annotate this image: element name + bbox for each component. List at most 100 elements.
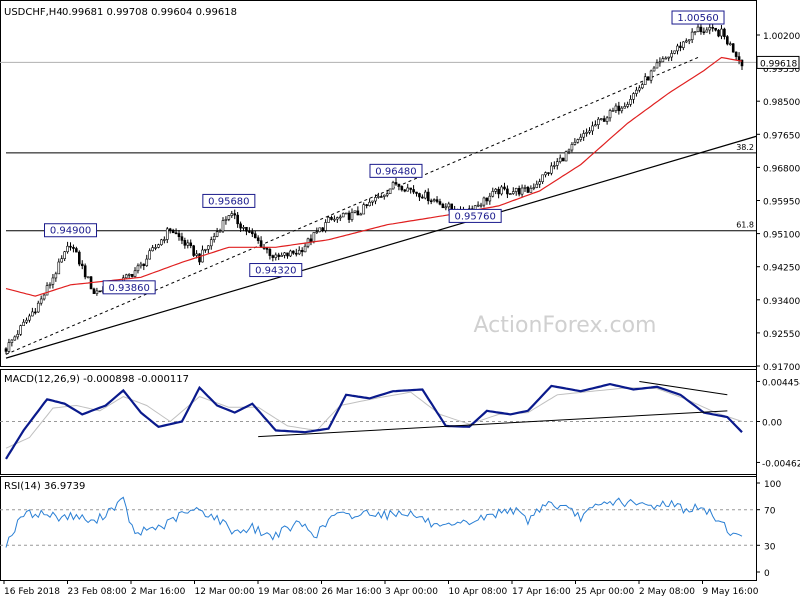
candle [303, 242, 307, 253]
price-annotation: 0.95760 [448, 208, 502, 223]
candle [48, 282, 52, 289]
candle-body [10, 339, 14, 343]
candle [34, 308, 37, 315]
candle-body [641, 84, 644, 89]
candle-body [591, 125, 594, 132]
candle-body [558, 157, 562, 162]
candle-body [532, 187, 536, 189]
candle [189, 239, 193, 249]
candle [520, 184, 524, 198]
candle-body [321, 227, 324, 231]
candle-body [365, 204, 368, 207]
candle-body [233, 213, 237, 216]
candle [333, 215, 336, 223]
candle [567, 148, 571, 155]
candle-body [154, 247, 157, 249]
annotation-label: 1.00560 [677, 13, 718, 24]
candle [171, 228, 175, 234]
candle [286, 252, 289, 259]
candle [684, 38, 688, 44]
candle-body [83, 265, 87, 278]
candle [177, 230, 181, 241]
candle-body [391, 182, 395, 190]
candle [494, 187, 497, 195]
chart-header-symbol: USDCHF,H4 [4, 7, 63, 18]
candle-body [661, 58, 665, 63]
candle-body [324, 222, 327, 231]
candle-body [693, 31, 697, 33]
watermark: ActionForex.com [474, 313, 657, 338]
rsi-axis-label: 100 [764, 480, 781, 490]
candle [497, 186, 500, 199]
candle [599, 118, 603, 121]
candle-body [714, 27, 717, 31]
candle-body [397, 183, 401, 187]
price-tag-label: 0.99618 [760, 59, 797, 69]
candle [16, 330, 20, 340]
candle-body [39, 298, 43, 304]
candle-body [723, 28, 726, 37]
candle-body [286, 252, 289, 257]
annotation-box [448, 208, 502, 223]
candle-body [239, 223, 242, 229]
candle [374, 194, 377, 205]
candle [588, 127, 591, 135]
candle [174, 228, 178, 235]
annotation-box [369, 163, 423, 178]
candle [221, 217, 225, 233]
candle-body [309, 238, 313, 242]
candle [403, 189, 407, 193]
candle-body [418, 193, 421, 198]
candle [558, 154, 562, 164]
time-axis-label: 16 Feb 2018 [4, 587, 60, 597]
candle [51, 273, 55, 289]
candle [168, 227, 172, 234]
candle-body [690, 31, 694, 40]
candle-body [380, 196, 383, 198]
candle-body [547, 172, 550, 174]
candle-body [359, 213, 363, 216]
candle [86, 276, 90, 279]
candle-body [617, 105, 621, 112]
candle [655, 59, 659, 69]
candle-body [737, 56, 741, 61]
macd-axis-label: -0.004624 [762, 459, 800, 469]
candle-body [42, 294, 46, 300]
candle [148, 248, 151, 260]
candle-body [350, 211, 354, 220]
candle-body [679, 45, 682, 48]
candle [385, 189, 389, 198]
candle [245, 226, 248, 236]
candle-body [72, 246, 75, 249]
candle [523, 184, 527, 192]
price-axis-label: 1.00200 [763, 32, 800, 42]
candle-body [444, 206, 448, 209]
price-axis-label: 0.99350 [763, 65, 800, 75]
candle [145, 254, 149, 267]
candle [204, 248, 207, 253]
candle-body [664, 57, 668, 60]
candle-body [36, 302, 40, 313]
candle-body [268, 249, 272, 256]
candle [673, 50, 676, 55]
candle [661, 56, 665, 63]
price-annotations: 0.94900 0.93860 0.95680 0.94320 0.96480 0.957… [44, 10, 725, 295]
candle [652, 66, 656, 72]
candle [564, 150, 568, 162]
candle-body [673, 50, 676, 54]
candle [643, 73, 647, 85]
candle [406, 183, 410, 192]
candle [658, 57, 662, 67]
candle [253, 230, 257, 239]
candle-body [702, 31, 706, 34]
candle [127, 273, 131, 279]
candle [426, 188, 430, 205]
candle [95, 287, 99, 296]
candle-body [186, 242, 190, 246]
candle [573, 138, 577, 146]
candle [388, 188, 392, 195]
candle [734, 51, 738, 61]
candle-body [623, 106, 627, 109]
price-axis-label: 0.96800 [763, 164, 800, 174]
candle [550, 162, 553, 176]
